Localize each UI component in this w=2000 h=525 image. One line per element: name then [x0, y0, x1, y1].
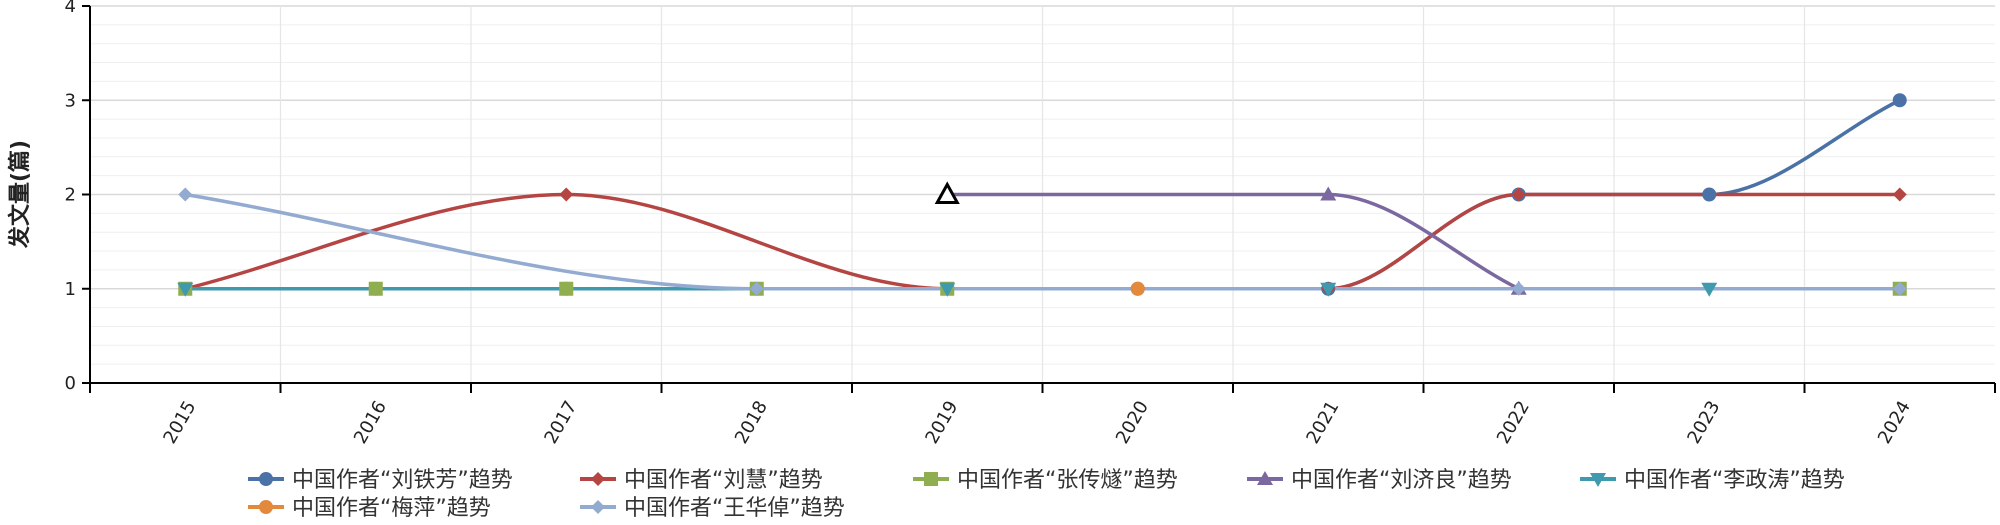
highlight-point [934, 181, 960, 204]
data-point [559, 281, 574, 296]
data-point [368, 281, 383, 296]
legend-marker [259, 472, 273, 486]
legend-item: 中国作者“李政涛”趋势 [1580, 468, 1845, 493]
legend-item: 中国作者“梅萍”趋势 [248, 496, 491, 521]
y-tick-label: 4 [65, 0, 76, 17]
legend-label: 中国作者“王华倬”趋势 [624, 496, 845, 521]
legend-marker [1590, 473, 1606, 487]
axes: 0 1 2 3 4 2015 2016 2017 2018 2019 2020 2021 2022 202… [65, 0, 1996, 447]
series-markers [177, 93, 1907, 297]
x-tick-label: 2017 [540, 397, 581, 447]
legend-item: 中国作者“刘济良”趋势 [1247, 468, 1512, 493]
series-line [945, 192, 1521, 291]
x-tick-label: 2016 [350, 397, 391, 447]
legend-label: 中国作者“刘济良”趋势 [1291, 468, 1512, 493]
legend-item: 中国作者“刘铁芳”趋势 [248, 468, 513, 493]
data-point [1511, 281, 1526, 296]
legend-label: 中国作者“张传燧”趋势 [957, 468, 1178, 493]
data-point [749, 281, 764, 296]
legend: 中国作者“刘铁芳”趋势 中国作者“刘慧”趋势 中国作者“张传燧”趋势 中国作者“刘济良… [248, 468, 1845, 521]
y-axis-title: 发文量(篇) [7, 140, 33, 249]
data-point [1892, 281, 1907, 296]
x-tick-label: 2020 [1112, 397, 1153, 447]
data-point [939, 282, 956, 297]
x-tick-label: 2019 [921, 397, 962, 447]
legend-marker [924, 472, 938, 486]
y-tick-label: 3 [65, 90, 76, 111]
legend-item: 中国作者“张传燧”趋势 [913, 468, 1178, 493]
x-tick-label: 2021 [1302, 397, 1343, 447]
x-tick-label: 2023 [1683, 397, 1724, 447]
data-point [1892, 93, 1907, 108]
y-tick-label: 2 [65, 185, 76, 206]
x-tick-label: 2022 [1493, 397, 1534, 447]
data-point [177, 282, 194, 297]
legend-label: 中国作者“刘慧”趋势 [624, 468, 823, 493]
legend-item: 中国作者“王华倬”趋势 [580, 496, 845, 521]
legend-marker [591, 500, 605, 514]
data-point [1702, 187, 1717, 202]
y-tick-label: 0 [65, 373, 76, 394]
legend-marker [259, 500, 273, 514]
x-tick-label: 2015 [159, 397, 200, 447]
data-point [1892, 187, 1907, 202]
series-line [183, 192, 1902, 291]
data-point [1320, 282, 1337, 297]
x-tick-label: 2024 [1874, 397, 1915, 447]
y-tick-label: 1 [65, 279, 76, 300]
data-point [559, 187, 574, 202]
legend-label: 中国作者“梅萍”趋势 [292, 496, 491, 521]
data-point [178, 187, 193, 202]
data-point [1320, 186, 1337, 201]
data-point [1130, 281, 1145, 296]
legend-label: 中国作者“刘铁芳”趋势 [292, 468, 513, 493]
legend-marker [591, 472, 605, 486]
x-tick-label: 2018 [731, 397, 772, 447]
data-point [1701, 282, 1718, 297]
legend-marker [1257, 471, 1273, 485]
legend-label: 中国作者“李政涛”趋势 [1624, 468, 1845, 493]
legend-item: 中国作者“刘慧”趋势 [580, 468, 823, 493]
data-point [1511, 187, 1526, 202]
